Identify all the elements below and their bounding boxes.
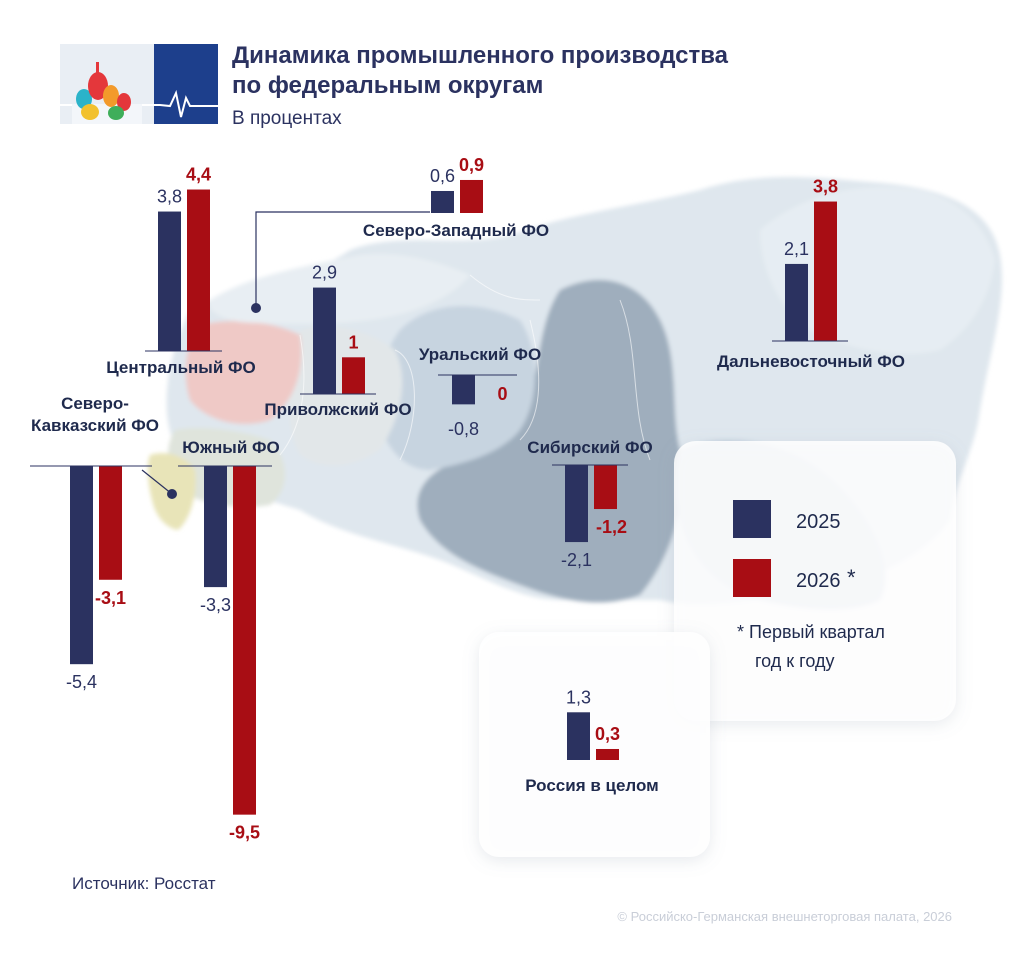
region-name-volga: Приволжский ФО: [264, 400, 411, 419]
legend-panel: 2025 2026 * * Первый квартал год к году: [674, 441, 956, 721]
leader-lines: [141, 211, 430, 499]
value-label-ural-2026: 0: [497, 384, 507, 404]
value-label-central-2025: 3,8: [157, 187, 182, 207]
bar-siberia-2025: [565, 465, 588, 543]
legend-label-2025: 2025: [796, 511, 841, 533]
bar-caucasus-2025: [70, 466, 93, 665]
value-label-ural-2025: -0,8: [448, 419, 479, 439]
region-name-caucasus-line2: Кавказский ФО: [31, 416, 159, 435]
bar-northwest-2025: [431, 190, 454, 213]
value-label-volga-2025: 2,9: [312, 263, 337, 283]
value-label-russia-2026: 0,3: [595, 724, 620, 744]
legend-swatch-2025: [733, 500, 771, 538]
legend-note-line1: * Первый квартал: [737, 622, 885, 642]
value-label-central-2026: 4,4: [186, 165, 211, 185]
bar-central-2025: [158, 211, 181, 351]
legend-swatch-2026: [733, 559, 771, 597]
region-name-ural: Уральский ФО: [419, 345, 541, 364]
value-label-russia-2025: 1,3: [566, 687, 591, 707]
value-label-siberia-2026: -1,2: [596, 517, 627, 537]
value-label-northwest-2025: 0,6: [430, 166, 455, 186]
region-name-central: Центральный ФО: [106, 358, 255, 377]
map-siberia: [417, 280, 683, 603]
value-label-northwest-2026: 0,9: [459, 155, 484, 175]
northwest-marker: [251, 303, 261, 313]
copyright-note: © Российско-Германская внешнеторговая па…: [617, 909, 952, 924]
bar-volga-2026: [342, 357, 365, 394]
bar-caucasus-2026: [99, 466, 122, 580]
region-name-south: Южный ФО: [182, 438, 279, 457]
bar-siberia-2026: [594, 465, 617, 510]
map-central: [185, 321, 302, 424]
legend-label-2026: 2026: [796, 570, 841, 592]
bar-northwest-2026: [460, 179, 483, 213]
map-borders: [279, 274, 651, 461]
bar-south-2026: [233, 466, 256, 815]
bar-fareast-2026: [814, 201, 837, 341]
value-label-fareast-2025: 2,1: [784, 239, 809, 259]
region-name-caucasus-line1: Северо-: [61, 394, 129, 413]
bar-ural-2025: [452, 375, 475, 405]
caucasus-leader: [141, 469, 173, 495]
value-label-south-2025: -3,3: [200, 595, 231, 615]
bar-central-2026: [187, 189, 210, 351]
value-label-volga-2026: 1: [348, 332, 358, 352]
region-name-siberia: Сибирский ФО: [527, 438, 652, 457]
source-note: Источник: Росстат: [72, 874, 216, 893]
region-name-fareast: Дальневосточный ФО: [717, 352, 905, 371]
russia-total-card: [479, 632, 710, 857]
page-title-line1: Динамика промышленного производства: [232, 42, 729, 69]
legend-asterisk: *: [847, 565, 856, 590]
bar-russia-2026: [596, 748, 619, 760]
page-title-line2: по федеральным округам: [232, 72, 543, 99]
bar-russia-2025: [567, 712, 590, 760]
bar-south-2025: [204, 466, 227, 588]
value-label-caucasus-2026: -3,1: [95, 588, 126, 608]
value-label-caucasus-2025: -5,4: [66, 672, 97, 692]
region-name-russia: Россия в целом: [525, 776, 658, 795]
map-northwest: [209, 253, 470, 325]
legend-note-line2: год к году: [755, 651, 834, 671]
value-label-siberia-2025: -2,1: [561, 550, 592, 570]
bar-volga-2025: [313, 287, 336, 394]
bar-fareast-2025: [785, 263, 808, 341]
logo: [60, 44, 218, 124]
value-label-fareast-2026: 3,8: [813, 177, 838, 197]
caucasus-marker: [167, 489, 177, 499]
value-label-south-2026: -9,5: [229, 823, 260, 843]
page-subtitle: В процентах: [232, 108, 342, 129]
northwest-leader: [255, 211, 430, 308]
region-name-northwest: Северо-Западный ФО: [363, 221, 549, 240]
